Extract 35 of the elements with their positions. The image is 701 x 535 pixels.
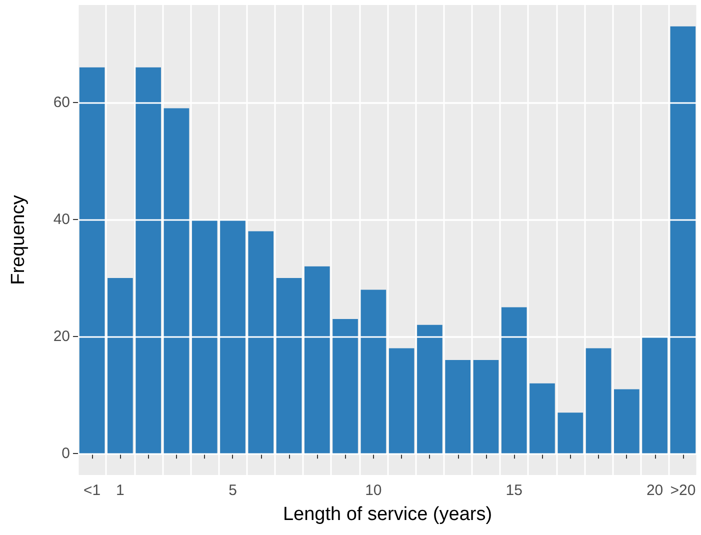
bar xyxy=(614,389,640,454)
bar xyxy=(473,360,499,454)
x-tick-label: <1 xyxy=(84,482,101,499)
bar xyxy=(136,67,161,454)
y-tick-label: 40 xyxy=(53,211,70,228)
y-tick-label: 20 xyxy=(53,328,70,346)
x-tick-label: 20 xyxy=(646,482,664,499)
bar xyxy=(332,319,358,454)
x-tick-label: 15 xyxy=(506,482,522,499)
bar xyxy=(417,324,442,454)
bar xyxy=(642,336,668,454)
bar xyxy=(586,348,612,454)
x-tick-label: 5 xyxy=(228,482,237,499)
y-tick-label: 0 xyxy=(62,445,70,462)
bar xyxy=(388,348,414,454)
bar xyxy=(220,220,246,454)
x-tick-label: 1 xyxy=(116,482,124,499)
bar xyxy=(164,108,190,454)
bar xyxy=(304,266,330,454)
bar xyxy=(192,220,218,454)
bar xyxy=(558,412,584,454)
bar xyxy=(670,26,696,454)
bar xyxy=(79,67,105,454)
y-tick-label: 60 xyxy=(53,94,70,111)
x-tick-label: >20 xyxy=(670,482,696,499)
bar xyxy=(501,307,527,454)
y-axis-title: Frequency xyxy=(8,194,29,285)
bar xyxy=(108,278,133,454)
bar xyxy=(248,231,274,454)
bar xyxy=(530,383,555,454)
x-tick-label: 10 xyxy=(365,482,382,499)
x-axis-title: Length of service (years) xyxy=(282,504,492,525)
bar xyxy=(360,290,386,454)
bar xyxy=(276,278,302,454)
bar xyxy=(445,360,470,454)
